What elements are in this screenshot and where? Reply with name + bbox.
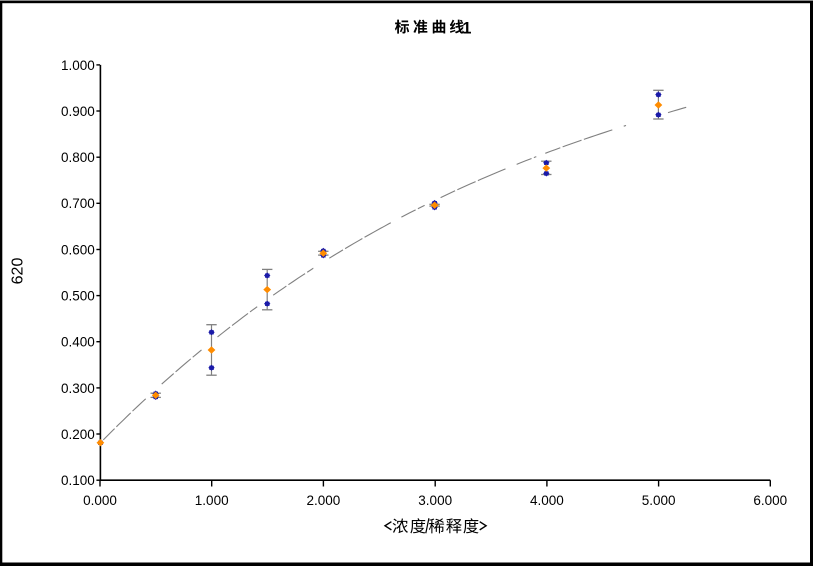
svg-text:0.200: 0.200: [61, 427, 95, 442]
svg-text:0.100: 0.100: [61, 473, 95, 488]
svg-text:1.000: 1.000: [61, 58, 95, 73]
svg-text:0.700: 0.700: [61, 196, 95, 211]
svg-text:5.000: 5.000: [642, 493, 676, 508]
svg-text:0.600: 0.600: [61, 242, 95, 257]
svg-text:0.800: 0.800: [61, 150, 95, 165]
svg-text:4.000: 4.000: [530, 493, 564, 508]
svg-text:0.000: 0.000: [83, 493, 117, 508]
svg-text:2.000: 2.000: [307, 493, 341, 508]
svg-text:1: 1: [462, 20, 471, 38]
svg-text:6.000: 6.000: [753, 493, 787, 508]
svg-text:0.400: 0.400: [61, 335, 95, 350]
svg-text:620: 620: [10, 258, 27, 285]
svg-text:0.300: 0.300: [61, 381, 95, 396]
svg-text:1.000: 1.000: [195, 493, 229, 508]
svg-text:0.500: 0.500: [61, 289, 95, 304]
svg-text:3.000: 3.000: [418, 493, 452, 508]
svg-text:0.900: 0.900: [61, 104, 95, 119]
